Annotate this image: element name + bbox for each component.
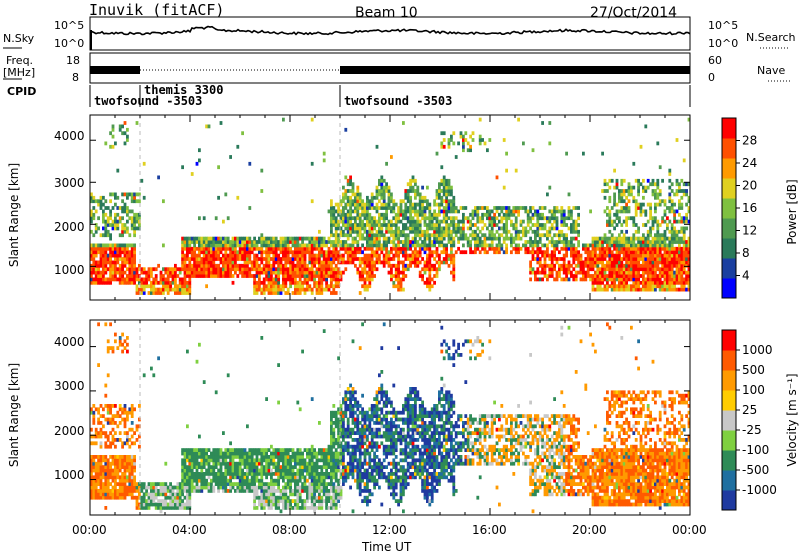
cpid-label: CPID <box>7 85 37 98</box>
nave-tick-bottom: 0 <box>708 71 715 84</box>
velocity-colorbar-ticklabel-2: 100 <box>742 383 765 397</box>
velocity-colorbar-ticklabel-3: 25 <box>742 403 757 417</box>
power-colorbar-ticklabel-0: 28 <box>742 134 757 148</box>
xtick-5: 20:00 <box>572 523 607 537</box>
velocity-ytick-2000: 2000 <box>54 424 85 438</box>
freq-label-1: Freq. <box>6 54 34 67</box>
power-colorbar-seg-1 <box>722 258 736 279</box>
velocity-colorbar-ticklabel-7: -1000 <box>742 483 777 497</box>
xtick-3: 12:00 <box>372 523 407 537</box>
velocity-ytick-1000: 1000 <box>54 468 85 482</box>
velocity-ytick-3000: 3000 <box>54 379 85 393</box>
power-colorbar-seg-6 <box>722 158 736 179</box>
power-colorbar-ticklabel-4: 12 <box>742 224 757 238</box>
velocity-colorbar-frame <box>721 329 737 511</box>
power-colorbar-seg-5 <box>722 178 736 199</box>
power-colorbar-seg-8 <box>722 118 736 139</box>
velocity-colorbar-seg-0 <box>722 490 736 511</box>
velocity-colorbar-seg-1 <box>722 470 736 491</box>
nsky-label: N.Sky <box>3 32 35 45</box>
velocity-colorbar-ticklabel-1: 500 <box>742 363 765 377</box>
velocity-colorbar-seg-4 <box>722 410 736 431</box>
cpid-segment-label-3: twofsound -3503 <box>344 94 453 108</box>
power-ytick-1000: 1000 <box>54 263 85 277</box>
xlabel: Time UT <box>362 540 412 554</box>
freq-tick-bottom: 8 <box>72 71 79 84</box>
nsearch-tick-top: 10^5 <box>708 19 739 32</box>
power-colorbar-ticklabel-2: 20 <box>742 179 757 193</box>
velocity-colorbar-ticklabel-5: -100 <box>742 443 769 457</box>
power-colorbar-seg-7 <box>722 138 736 159</box>
nsky-line <box>89 25 691 36</box>
cpid-segment-label-2: themis 3300 <box>144 83 224 97</box>
velocity-colorbar-seg-3 <box>722 430 736 451</box>
power-colorbar-seg-4 <box>722 198 736 219</box>
power-colorbar-seg-0 <box>722 278 736 299</box>
freq-band-1 <box>90 66 140 74</box>
freq-tick-top: 18 <box>66 54 80 67</box>
xtick-6: 00:00 <box>672 523 707 537</box>
power-ytick-4000: 4000 <box>54 129 85 143</box>
velocity-colorbar-ticklabel-0: 1000 <box>742 343 773 357</box>
nsearch-tick-bottom: 10^0 <box>708 37 739 50</box>
velocity-colorbar-seg-8 <box>722 330 736 351</box>
xtick-0: 00:00 <box>72 523 107 537</box>
xtick-2: 08:00 <box>272 523 307 537</box>
nsearch-label: N.Search <box>746 31 796 44</box>
velocity-ytick-4000: 4000 <box>54 335 85 349</box>
velocity-colorbar-seg-5 <box>722 390 736 411</box>
nsky-tick-bottom: 10^0 <box>54 37 85 50</box>
velocity-data-cells <box>90 322 691 514</box>
power-ytick-2000: 2000 <box>54 220 85 234</box>
velocity-colorbar-ticklabel-4: -25 <box>742 423 762 437</box>
velocity-colorbar-seg-7 <box>722 350 736 371</box>
power-ytick-3000: 3000 <box>54 176 85 190</box>
nsky-tick-top: 10^5 <box>54 19 85 32</box>
power-colorbar-ticklabel-3: 16 <box>742 201 757 215</box>
power-data-cells <box>90 117 691 295</box>
xtick-4: 16:00 <box>472 523 507 537</box>
power-colorbar-ticklabel-5: 8 <box>742 246 750 260</box>
power-colorbar-seg-2 <box>722 238 736 259</box>
velocity-colorbar-seg-6 <box>722 370 736 391</box>
freq-label-2: [MHz] <box>3 66 36 79</box>
nave-label: Nave <box>757 64 786 77</box>
cpid-segment-label-1: twofsound -3503 <box>94 94 203 108</box>
freq-band-2 <box>340 66 690 74</box>
power-colorbar-seg-3 <box>722 218 736 239</box>
power-colorbar-ticklabel-6: 4 <box>742 269 750 283</box>
power-colorbar-ticklabel-1: 24 <box>742 156 757 170</box>
nave-tick-top: 60 <box>708 54 722 67</box>
xtick-1: 04:00 <box>172 523 207 537</box>
station-title: Inuvik (fitACF) <box>89 1 225 19</box>
velocity-colorbar-seg-2 <box>722 450 736 471</box>
velocity-colorbar-ticklabel-6: -500 <box>742 463 769 477</box>
